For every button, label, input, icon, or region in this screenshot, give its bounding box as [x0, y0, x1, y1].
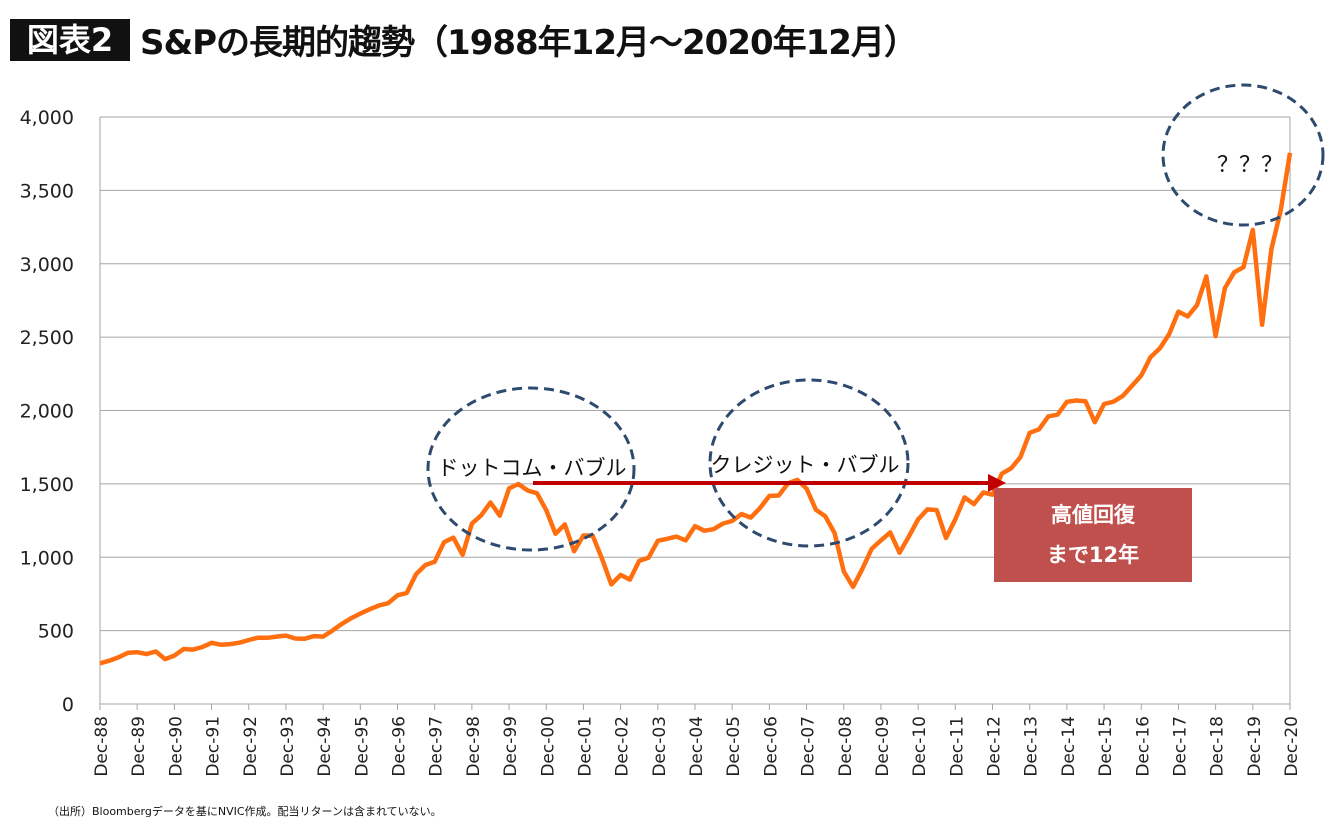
x-tick-label: Dec-12 [985, 716, 1005, 777]
dotcom-bubble-label: ドットコム・バブル [438, 456, 627, 480]
x-tick-label: Dec-00 [538, 716, 558, 777]
question-ellipse [1161, 83, 1325, 227]
recovery-box-line1: 高値回復 [1051, 503, 1135, 527]
x-tick-label: Dec-97 [427, 716, 447, 777]
grid [99, 116, 1291, 710]
x-tick-label: Dec-94 [315, 716, 335, 777]
dotcom-bubble-ellipse [426, 386, 636, 552]
x-tick-label: Dec-20 [1282, 716, 1302, 777]
x-tick-label: Dec-13 [1022, 716, 1042, 777]
recovery-box-line2: まで12年 [1046, 543, 1140, 567]
y-tick-label: 2,500 [20, 327, 74, 349]
y-tick-label: 1,500 [20, 474, 74, 496]
y-tick-label: 2,000 [20, 401, 74, 423]
x-tick-label: Dec-10 [910, 716, 930, 777]
y-axis-labels: 0 500 1,000 1,500 2,000 2,500 3,000 3,500 4,000 [20, 107, 74, 716]
x-tick-label: Dec-09 [873, 716, 893, 777]
x-tick-label: Dec-91 [204, 716, 224, 777]
credit-bubble-ellipse [708, 378, 910, 548]
y-tick-label: 4,000 [20, 107, 74, 129]
y-tick-label: 3,500 [20, 180, 74, 202]
x-tick-label: Dec-02 [613, 716, 633, 777]
x-tick-label: Dec-15 [1096, 716, 1116, 777]
x-tick-label: Dec-07 [799, 716, 819, 777]
x-axis-labels: Dec-88 Dec-89 Dec-90 Dec-91 Dec-92 Dec-93 Dec-… [92, 716, 1302, 777]
x-tick-label: Dec-03 [650, 716, 670, 777]
x-tick-label: Dec-95 [352, 716, 372, 777]
question-label: ？？？ [1217, 153, 1283, 178]
y-tick-label: 1,000 [20, 547, 74, 569]
x-tick-label: Dec-90 [166, 716, 186, 777]
x-tick-label: Dec-05 [724, 716, 744, 777]
x-tick-label: Dec-01 [575, 716, 595, 777]
y-tick-label: 3,000 [20, 254, 74, 276]
x-tick-label: Dec-96 [390, 716, 410, 777]
y-tick-label: 500 [38, 621, 74, 643]
figure-badge: 図表2 [10, 19, 130, 61]
x-tick-label: Dec-14 [1059, 716, 1079, 777]
x-tick-label: Dec-08 [836, 716, 856, 777]
x-tick-label: Dec-04 [687, 716, 707, 777]
y-tick-label: 0 [62, 694, 74, 716]
x-tick-label: Dec-17 [1170, 716, 1190, 777]
credit-bubble-label: クレジット・バブル [711, 453, 900, 477]
x-tick-label: Dec-19 [1245, 716, 1265, 777]
x-tick-label: Dec-98 [464, 716, 484, 777]
chart-title: S&Pの長期的趨勢（1988年12月～2020年12月） [140, 23, 918, 63]
x-tick-label: Dec-92 [241, 716, 261, 777]
x-tick-label: Dec-18 [1208, 716, 1228, 777]
x-tick-label: Dec-06 [761, 716, 781, 777]
x-tick-label: Dec-16 [1133, 716, 1153, 777]
recovery-arrow-head [988, 474, 1006, 492]
x-tick-label: Dec-88 [92, 716, 112, 777]
series-line [99, 152, 1293, 666]
x-tick-label: Dec-89 [129, 716, 149, 777]
x-tick-label: Dec-93 [278, 716, 298, 777]
x-tick-label: Dec-11 [947, 716, 967, 777]
x-tick-label: Dec-99 [501, 716, 521, 777]
recovery-box: 高値回復 まで12年 [994, 488, 1192, 582]
footnote: （出所）Bloombergデータを基にNVIC作成。配当リターンは含まれていない… [48, 805, 442, 818]
